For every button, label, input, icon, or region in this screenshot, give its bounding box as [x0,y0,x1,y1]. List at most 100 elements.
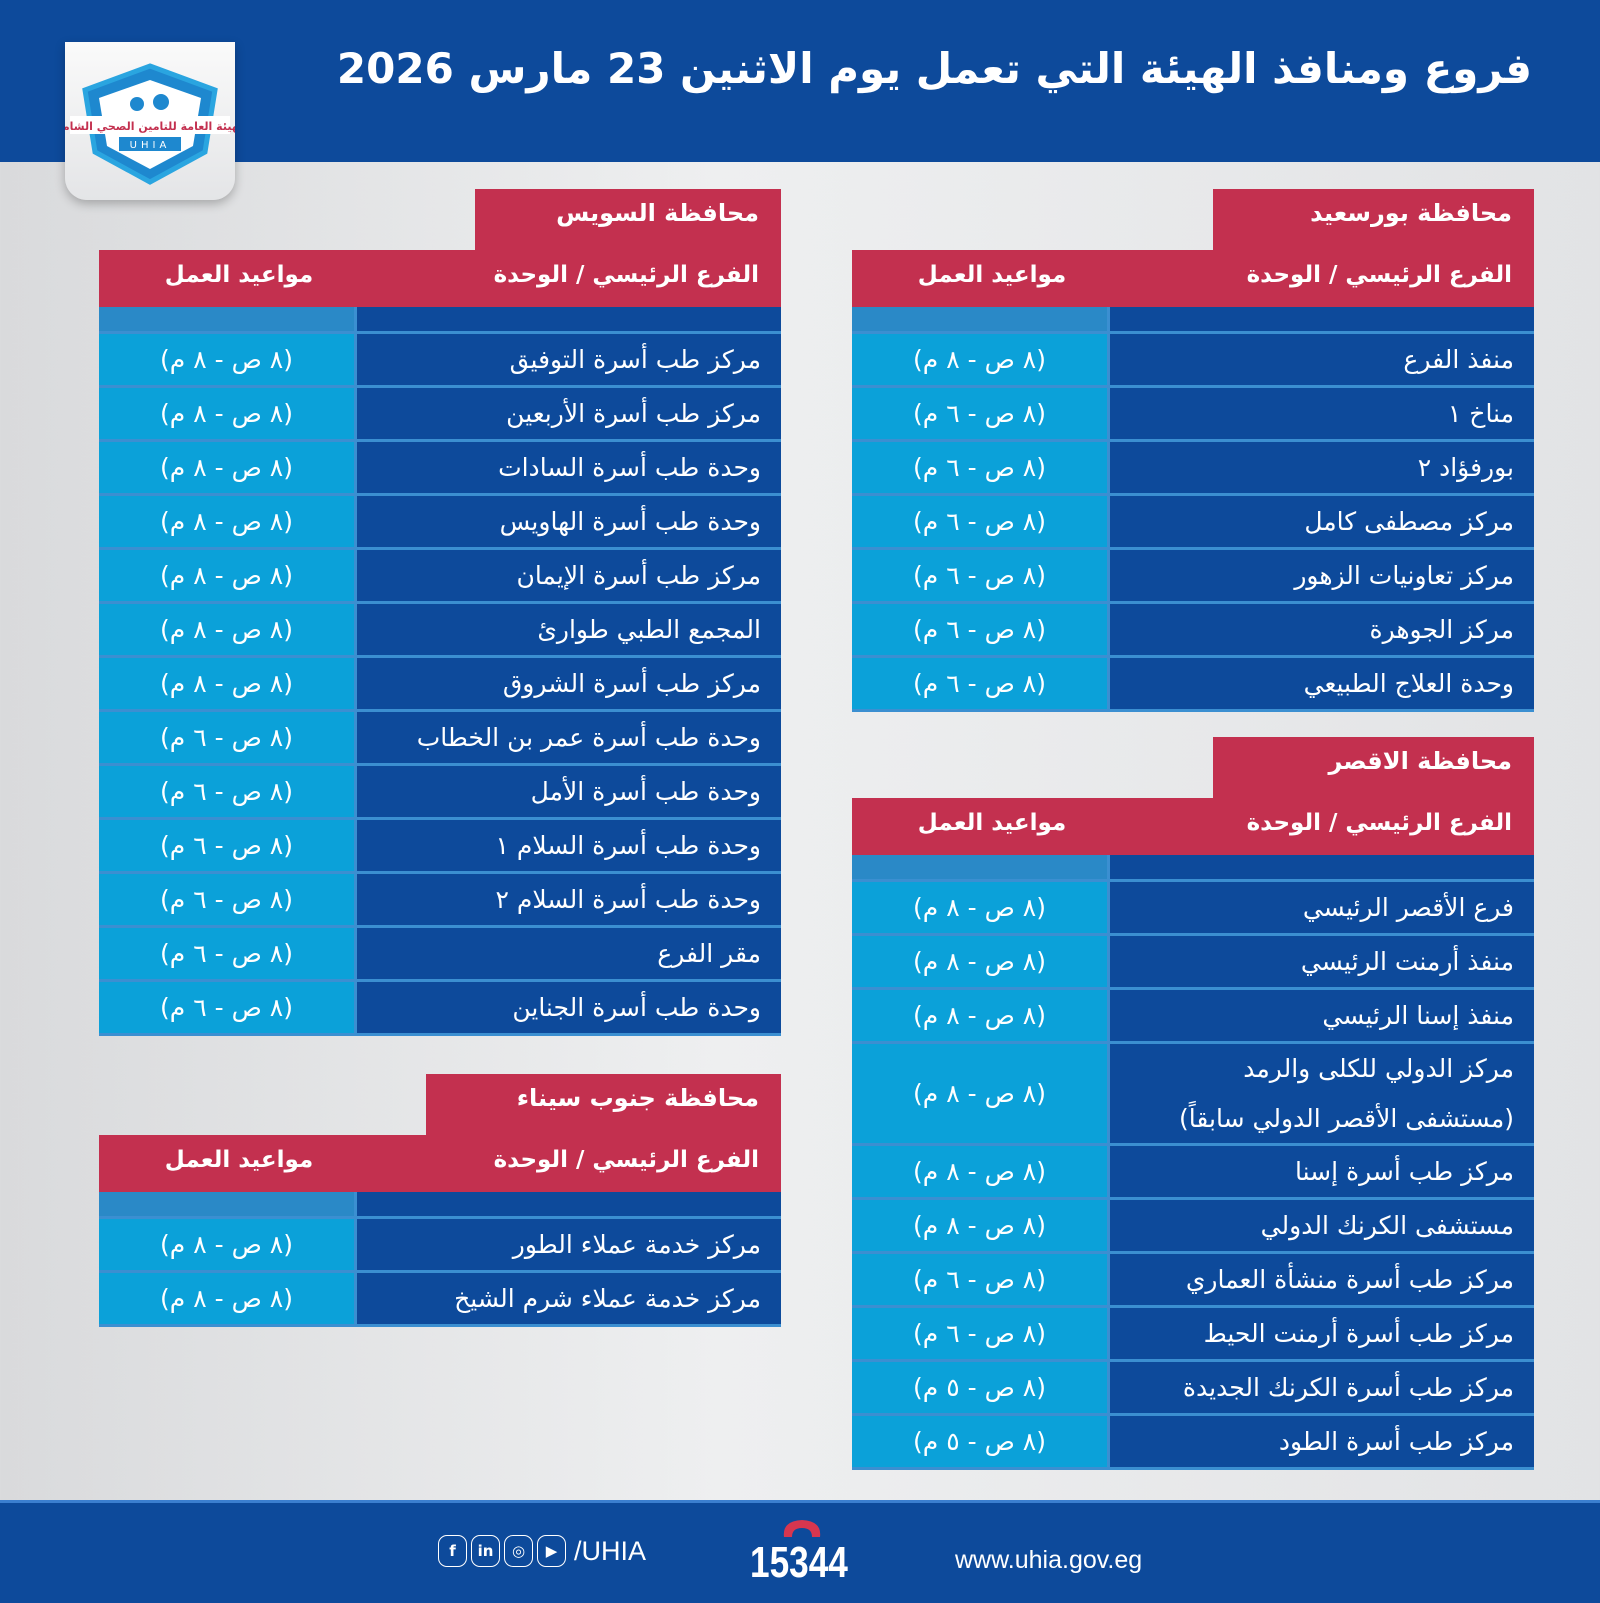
spacer-cell [1110,855,1534,879]
table-row: (٨ ص - ٦ م) مركز الجوهرة [852,604,1534,658]
working-hours: (٨ ص - ٨ م) [852,990,1110,1041]
column-header-name: الفرع الرئيسي / الوحدة [1246,262,1512,288]
working-hours: (٨ ص - ٨ م) [99,334,357,385]
spacer-cell [357,307,781,331]
branch-name: وحدة طب أسرة عمر بن الخطاب [416,723,761,752]
table-row: (٨ ص - ٨ م) منفذ الفرع [852,334,1534,388]
page-title: فروع ومنافذ الهيئة التي تعمل يوم الاثنين… [336,44,1532,93]
table-row: (٨ ص - ٨ م) منفذ إسنا الرئيسي [852,990,1534,1044]
branch-name-cell: وحدة طب أسرة السلام ٢ [357,874,781,925]
branch-name-cell: مركز مصطفى كامل [1110,496,1534,547]
table-row: (٨ ص - ٨ م) مركز طب أسرة التوفيق [99,334,781,388]
branch-name: مركز طب أسرة الأربعين [506,399,761,428]
youtube-icon[interactable]: ▶ [537,1535,566,1567]
branch-name: مركز طب أسرة الشروق [502,669,761,698]
table-row: (٨ ص - ٨ م) منفذ أرمنت الرئيسي [852,936,1534,990]
working-hours: (٨ ص - ٦ م) [99,928,357,979]
working-hours: (٨ ص - ٨ م) [99,1219,357,1270]
branch-name-cell: وحدة طب أسرة السلام ١ [357,820,781,871]
branch-name-cell: وحدة العلاج الطبيعي [1110,658,1534,709]
working-hours: (٨ ص - ٨ م) [99,442,357,493]
spacer-cell [852,307,1110,331]
table-row: (٨ ص - ٦ م) مركز طب أسرة أرمنت الحيط [852,1308,1534,1362]
spacer-cell [357,1192,781,1216]
working-hours: (٨ ص - ٨ م) [852,1200,1110,1251]
branch-name: وحدة طب أسرة السلام ١ [495,831,761,860]
branch-name-cell: مركز طب أسرة الشروق [357,658,781,709]
table-row: (٨ ص - ٨ م) مركز خدمة عملاء الطور [99,1219,781,1273]
branch-name-cell: مقر الفرع [357,928,781,979]
facebook-icon[interactable]: f [438,1535,467,1567]
working-hours: (٨ ص - ٨ م) [99,604,357,655]
working-hours: (٨ ص - ٨ م) [852,936,1110,987]
svg-text:UHIA: UHIA [130,140,171,151]
working-hours: (٨ ص - ٦ م) [99,766,357,817]
branch-name-cell: مركز خدمة عملاء شرم الشيخ [357,1273,781,1324]
branch-name: المجمع الطبي طوارئ [537,615,761,644]
linkedin-icon[interactable]: in [471,1535,500,1567]
working-hours: (٨ ص - ٨ م) [99,658,357,709]
table-body: (٨ ص - ٨ م) مركز طب أسرة التوفيق (٨ ص - ٨ … [99,307,781,1036]
table-row: (٨ ص - ٦ م) وحدة طب أسرة الأمل [99,766,781,820]
branch-name: فرع الأقصر الرئيسي [1302,893,1514,922]
table-row: (٨ ص - ٨ م) مركز طب أسرة الشروق [99,658,781,712]
column-header-name: الفرع الرئيسي / الوحدة [493,262,759,288]
table-row: (٨ ص - ٦ م) وحدة طب أسرة السلام ٢ [99,874,781,928]
table-header: الفرع الرئيسي / الوحدة مواعيد العمل [852,798,1534,855]
branch-name-cell: مركز طب أسرة الطود [1110,1416,1534,1467]
social-handle[interactable]: /UHIA [574,1535,647,1566]
working-hours: (٨ ص - ٥ م) [852,1362,1110,1413]
branch-name-cell: مركز طب أسرة الأربعين [357,388,781,439]
working-hours: (٨ ص - ٨ م) [852,334,1110,385]
table-header: الفرع الرئيسي / الوحدة مواعيد العمل [99,250,781,307]
branch-name-cell: وحدة طب أسرة الهاويس [357,496,781,547]
website-link[interactable]: www.uhia.gov.eg [955,1546,1143,1574]
branch-name: مستشفى الكرنك الدولي [1260,1211,1514,1240]
branch-name-cell: منفذ إسنا الرئيسي [1110,990,1534,1041]
branch-name-cell: مركز طب أسرة أرمنت الحيط [1110,1308,1534,1359]
hotline-number[interactable]: 15344 [750,1538,848,1587]
social-links: f in ◎ ▶ /UHIA [438,1535,646,1567]
table-row: (٨ ص - ٥ م) مركز طب أسرة الكرنك الجديدة [852,1362,1534,1416]
branch-name: مركز طب أسرة الكرنك الجديدة [1182,1373,1514,1402]
branch-name: منفذ إسنا الرئيسي [1322,1001,1514,1030]
working-hours: (٨ ص - ٦ م) [852,1254,1110,1305]
column-header-name: الفرع الرئيسي / الوحدة [493,1147,759,1173]
working-hours: (٨ ص - ٨ م) [852,882,1110,933]
branch-name-cell: مركز الجوهرة [1110,604,1534,655]
branch-name: مركز طب أسرة الطود [1278,1427,1514,1456]
table-header: الفرع الرئيسي / الوحدة مواعيد العمل [99,1135,781,1192]
table-row: (٨ ص - ٦ م) وحدة العلاج الطبيعي [852,658,1534,712]
branch-name-cell: وحدة طب أسرة السادات [357,442,781,493]
governorate-title: محافظة بورسعيد [1213,189,1534,250]
table-row: (٨ ص - ٨ م) مركز طب أسرة الأربعين [99,388,781,442]
branch-name: مركز طب أسرة منشأة العماري [1185,1265,1514,1294]
table-row: (٨ ص - ٦ م) مقر الفرع [99,928,781,982]
branch-name: منفذ الفرع [1403,345,1514,374]
table-row: (٨ ص - ٨ م) مركز الدولي للكلى والرمد (مستش… [852,1044,1534,1146]
instagram-icon[interactable]: ◎ [504,1535,533,1567]
table-row: (٨ ص - ٦ م) مركز مصطفى كامل [852,496,1534,550]
branch-name: (مستشفى الأقصر الدولي سابقاً) [1179,1103,1514,1133]
table-row: (٨ ص - ٨ م) فرع الأقصر الرئيسي [852,882,1534,936]
uhia-logo: الهيئة العامة للتامين الصحي الشامل UHIA [65,42,235,200]
branch-name: مركز خدمة عملاء شرم الشيخ [454,1284,761,1313]
branch-name-cell: منفذ الفرع [1110,334,1534,385]
table-spacer-row [99,1192,781,1219]
working-hours: (٨ ص - ٦ م) [852,550,1110,601]
branch-name-cell: مستشفى الكرنك الدولي [1110,1200,1534,1251]
branch-name: بورفؤاد ٢ [1417,453,1514,482]
table-spacer-row [852,855,1534,882]
branch-name: مركز طب أسرة أرمنت الحيط [1203,1319,1514,1348]
phone-icon [783,1520,821,1537]
branch-name: مقر الفرع [657,939,761,968]
branch-name-cell: فرع الأقصر الرئيسي [1110,882,1534,933]
branch-name-cell: مركز خدمة عملاء الطور [357,1219,781,1270]
governorate-title: محافظة جنوب سيناء [426,1074,781,1135]
table-row: (٨ ص - ٦ م) وحدة طب أسرة السلام ١ [99,820,781,874]
branch-name-cell: بورفؤاد ٢ [1110,442,1534,493]
branch-name: مركز الدولي للكلى والرمد [1243,1054,1514,1084]
branch-name: مركز تعاونيات الزهور [1294,561,1514,590]
working-hours: (٨ ص - ٨ م) [99,550,357,601]
column-header-name: الفرع الرئيسي / الوحدة [1246,810,1512,836]
